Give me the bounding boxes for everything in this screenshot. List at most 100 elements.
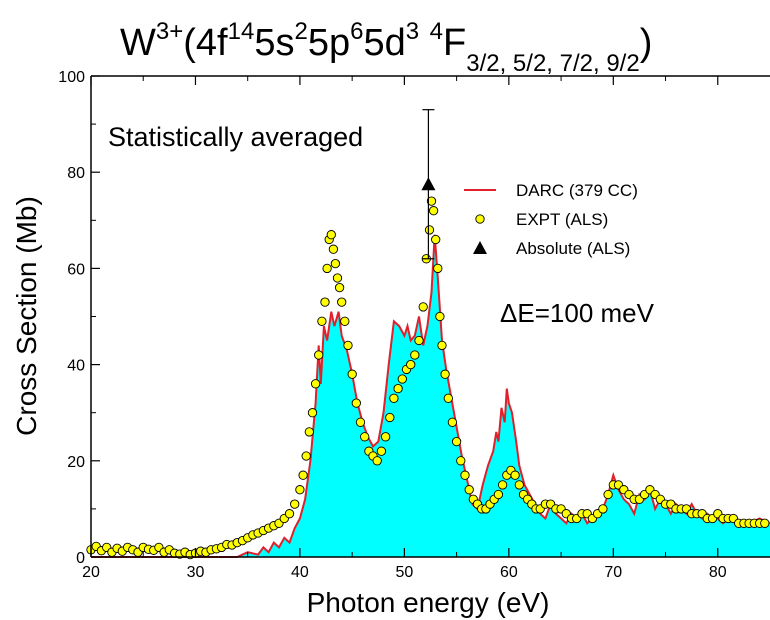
annotation-statistical: Statistically averaged — [108, 122, 363, 152]
expt-data-point — [389, 393, 399, 403]
expt-data-point — [497, 480, 508, 490]
expt-data-point — [310, 379, 321, 389]
y-tick-label: 20 — [67, 454, 85, 471]
title-superscript: 6 — [350, 18, 363, 45]
expt-markers-layer — [86, 196, 770, 560]
expt-data-point — [295, 485, 305, 495]
absolute-point-layer — [421, 109, 436, 260]
expt-data-point — [307, 408, 318, 418]
x-tick-label: 50 — [395, 564, 413, 581]
annotation-resolution: ΔE=100 meV — [500, 298, 655, 328]
title-charge: 3+ — [156, 18, 183, 45]
expt-data-point — [410, 350, 420, 360]
expt-data-point — [440, 369, 450, 379]
expt-data-point — [334, 282, 345, 293]
title-config-part: ) — [640, 22, 653, 64]
x-tick-label: 30 — [187, 564, 205, 581]
y-tick-label: 80 — [67, 165, 85, 182]
expt-data-point — [304, 427, 314, 437]
title-subscript: 3/2, 5/2, 7/2, 9/2 — [466, 50, 639, 77]
expt-data-point — [322, 263, 332, 274]
expt-data-point — [314, 350, 324, 360]
x-axis-title: Photon energy (eV) — [307, 587, 550, 618]
expt-data-point — [330, 258, 341, 269]
expt-data-point — [301, 451, 311, 461]
x-tick-label: 70 — [604, 564, 622, 581]
darc-series-line — [91, 234, 770, 558]
y-axis-title: Cross Section (Mb) — [11, 196, 42, 436]
y-tick-label: 60 — [67, 261, 85, 278]
expt-data-point — [360, 432, 370, 442]
expt-data-point — [414, 335, 424, 346]
expt-data-point — [380, 432, 391, 442]
title-superscript: 3 — [406, 18, 419, 45]
expt-data-point — [451, 436, 462, 447]
title-config-part — [419, 22, 430, 64]
title-config-part: 5d — [363, 22, 405, 64]
expt-data-point — [317, 316, 327, 326]
y-tick-label: 0 — [76, 550, 85, 567]
absolute-data-point — [421, 177, 436, 191]
expt-data-point — [603, 489, 613, 500]
expt-data-point — [332, 273, 343, 283]
x-tick-label: 80 — [709, 564, 727, 581]
expt-data-point — [464, 485, 474, 495]
expt-data-point — [493, 489, 504, 500]
title-config-part: (4f — [183, 22, 228, 64]
expt-data-point — [598, 504, 608, 514]
darc-line-layer — [91, 234, 770, 558]
title-superscript: 2 — [294, 18, 307, 45]
expt-data-point — [426, 196, 437, 206]
expt-data-point — [431, 234, 441, 245]
expt-data-point — [428, 206, 439, 216]
expt-data-point — [340, 316, 350, 326]
y-tick-label: 100 — [58, 69, 85, 86]
chart-title: W3+(4f145s25p65d3 4F3/2, 5/2, 7/2, 9/2) — [120, 18, 652, 77]
title-config-part: 5s — [254, 22, 294, 64]
expt-data-point — [460, 470, 470, 480]
darc-area-fill — [91, 234, 770, 557]
x-tick-label: 20 — [82, 564, 100, 581]
expt-data-point — [320, 297, 330, 307]
legend-label: Absolute (ALS) — [516, 239, 630, 258]
legend-label: DARC (379 CC) — [516, 181, 638, 200]
expt-data-point — [435, 311, 445, 322]
expt-data-point — [443, 393, 453, 403]
title-config-part: F — [443, 22, 466, 64]
expt-data-point — [393, 383, 403, 394]
plot-area — [86, 109, 770, 560]
expt-data-point — [326, 230, 336, 240]
expt-data-point — [385, 412, 395, 423]
title-superscript: 4 — [430, 18, 443, 45]
expt-data-point — [355, 417, 366, 427]
expt-data-point — [372, 456, 382, 466]
x-tick-label: 40 — [291, 564, 309, 581]
legend: DARC (379 CC) EXPT (ALS) Absolute (ALS) — [464, 181, 638, 258]
expt-data-point — [328, 244, 339, 254]
expt-data-point — [437, 340, 447, 351]
darc-fill-layer — [91, 234, 770, 557]
title-superscript: 14 — [228, 18, 255, 45]
expt-data-point — [347, 369, 357, 379]
legend-absolute-swatch — [473, 241, 487, 254]
expt-data-point — [447, 417, 458, 427]
expt-data-point — [510, 470, 520, 480]
expt-data-point — [337, 297, 347, 307]
expt-data-point — [456, 456, 466, 466]
expt-data-point — [343, 340, 353, 351]
title-element: W — [120, 22, 156, 64]
y-tick-label: 40 — [67, 358, 85, 375]
expt-data-point — [376, 446, 387, 456]
expt-data-point — [760, 518, 770, 528]
legend-label: EXPT (ALS) — [516, 210, 608, 229]
expt-data-point — [424, 225, 435, 235]
expt-data-point — [298, 470, 308, 480]
expt-data-point — [284, 509, 295, 519]
expt-data-point — [397, 374, 407, 384]
expt-data-point — [433, 263, 443, 274]
expt-data-point — [351, 398, 361, 408]
title-config-part: 5p — [308, 22, 350, 64]
legend-expt-swatch — [475, 214, 485, 224]
